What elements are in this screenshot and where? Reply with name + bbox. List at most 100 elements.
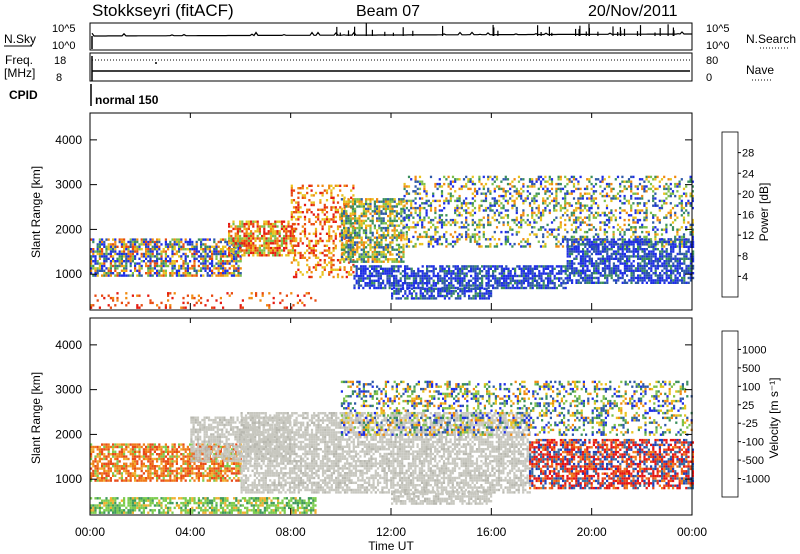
heatmap-cell (537, 192, 540, 195)
heatmap-cell (649, 238, 653, 241)
heatmap-cell (406, 282, 409, 285)
heatmap-cell (575, 255, 578, 258)
heatmap-cell (637, 245, 640, 248)
heatmap-cell (215, 267, 218, 270)
heatmap-cell (559, 206, 562, 210)
heatmap-cell (461, 267, 464, 270)
heatmap-cell (643, 218, 646, 222)
heatmap-cell (654, 175, 657, 179)
heatmap-cell (559, 216, 562, 219)
heatmap-cell (568, 238, 571, 241)
heatmap-cell (525, 286, 528, 290)
heatmap-cell (403, 182, 406, 186)
heatmap-cell (254, 237, 257, 240)
heatmap-cell (103, 260, 106, 263)
heatmap-cell (656, 228, 659, 231)
heatmap-cell (448, 272, 451, 275)
heatmap-cell (656, 204, 659, 207)
heatmap-cell (641, 185, 644, 188)
heatmap-cell (612, 279, 615, 282)
heatmap-cell (584, 272, 587, 275)
heatmap-cell (676, 182, 679, 186)
heatmap-cell (280, 244, 283, 247)
heatmap-cell (546, 204, 549, 207)
heatmap-cell (617, 238, 620, 241)
heatmap-cell (441, 287, 444, 290)
heatmap-cell (239, 246, 242, 250)
heatmap-cell (606, 279, 609, 282)
heatmap-cell (518, 286, 521, 290)
heatmap-cell (404, 279, 407, 282)
heatmap-cell (230, 257, 233, 260)
heatmap-cell (566, 240, 569, 244)
heatmap-cell (292, 206, 296, 209)
heatmap-cell (136, 252, 139, 256)
heatmap-cell (226, 269, 229, 272)
heatmap-cell (643, 276, 646, 280)
heatmap-cell (393, 226, 396, 230)
heatmap-cell (349, 238, 352, 242)
heatmap-cell (582, 252, 585, 256)
heatmap-cell (517, 194, 521, 198)
heatmap-cell (306, 191, 309, 195)
heatmap-cell (520, 216, 523, 219)
heatmap-cell (551, 272, 554, 275)
heatmap-cell (164, 269, 167, 272)
heatmap-cell (575, 216, 578, 219)
heatmap-cell (579, 262, 582, 265)
heatmap-cell (283, 242, 286, 245)
heatmap-cell (354, 260, 357, 263)
heatmap-cell (391, 224, 394, 227)
heatmap-cell (603, 178, 606, 181)
heatmap-cell (153, 260, 156, 263)
heatmap-cell (566, 230, 569, 234)
heatmap-cell (222, 252, 225, 256)
heatmap-cell (437, 292, 440, 295)
heatmap-cell (539, 245, 543, 248)
heatmap-cell (402, 250, 405, 254)
heatmap-cell (202, 243, 205, 246)
heatmap-cell (527, 274, 530, 278)
heatmap-cell (123, 269, 126, 272)
heatmap-cell (590, 276, 593, 280)
heatmap-cell (258, 254, 261, 257)
heatmap-cell (373, 270, 376, 273)
heatmap-cell (485, 290, 488, 293)
heatmap-cell (272, 222, 275, 226)
heatmap-cell (648, 257, 651, 260)
heatmap-cell (470, 284, 473, 287)
heatmap-cell (340, 231, 343, 235)
heatmap-cell (430, 270, 433, 273)
heatmap-cell (548, 209, 551, 212)
heatmap-cell (290, 227, 293, 231)
heatmap-cell (595, 267, 598, 270)
heatmap-cell (459, 279, 462, 282)
heatmap-cell (595, 260, 598, 263)
heatmap-cell (393, 236, 396, 239)
heatmap-cell (384, 253, 387, 256)
heatmap-cell (594, 211, 598, 215)
heatmap-cell (103, 269, 106, 272)
heatmap-cell (537, 211, 540, 215)
heatmap-cell (456, 270, 459, 273)
heatmap-cell (278, 254, 281, 257)
heatmap-cell (504, 238, 507, 241)
heatmap-cell (345, 236, 348, 239)
heatmap-cell (380, 234, 383, 237)
heatmap-cell (599, 214, 602, 217)
heatmap-cell (412, 277, 415, 280)
heatmap-cell (153, 245, 156, 248)
heatmap-cell (494, 265, 497, 268)
heatmap-cell (405, 216, 408, 219)
heatmap-cell (410, 226, 413, 229)
heatmap-cell (398, 246, 401, 249)
heatmap-cell (398, 234, 401, 237)
heatmap-cell (590, 252, 593, 256)
heatmap-cell (325, 215, 329, 219)
heatmap-cell (660, 199, 664, 203)
heatmap-cell (323, 208, 326, 211)
heatmap-cell (594, 202, 598, 205)
heatmap-cell (206, 260, 209, 263)
heatmap-cell (343, 198, 346, 201)
heatmap-cell (178, 264, 181, 268)
